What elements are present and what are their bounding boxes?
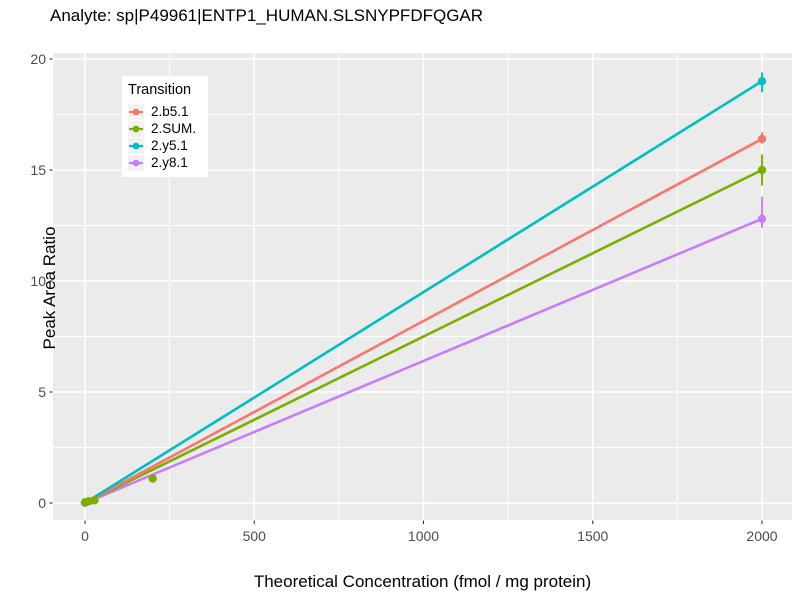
- legend-title: Transition: [128, 82, 192, 98]
- x-tick-label: 2000: [746, 528, 777, 544]
- x-tick-label: 500: [243, 528, 267, 544]
- y-axis-title: Peak Area Ratio: [40, 226, 59, 350]
- legend: Transition 2.b5.1 2.SUM. 2.y5.1 2.y8.1: [122, 76, 208, 177]
- x-tick-label: 1500: [577, 528, 608, 544]
- x-tick-label: 0: [81, 528, 89, 544]
- x-tick-label: 1000: [408, 528, 439, 544]
- legend-item-2.SUM.: 2.SUM.: [128, 120, 208, 137]
- axis-tick-labels: 0 500 1000 1500 2000 0 5 10 15 20: [30, 51, 777, 544]
- legend-item-label: 2.y8.1: [151, 155, 188, 170]
- legend-key-glyph: [128, 103, 144, 120]
- y-tick-label: 10: [30, 273, 46, 289]
- legend-item-2.b5.1: 2.b5.1: [128, 103, 208, 120]
- legend-item-2.y5.1: 2.y5.1: [128, 137, 208, 154]
- major-gridlines: [53, 53, 792, 520]
- series-points-2.SUM.: [80, 165, 767, 507]
- y-tick-label: 15: [30, 162, 46, 178]
- legend-item-label: 2.SUM.: [151, 121, 197, 136]
- series-line-2.SUM.: [83, 168, 764, 505]
- y-tick-label: 0: [38, 495, 46, 511]
- x-axis-title: Theoretical Concentration (fmol / mg pro…: [253, 572, 592, 591]
- y-tick-label: 5: [38, 384, 46, 400]
- legend-item-label: 2.b5.1: [151, 104, 189, 119]
- chart-title: Analyte: sp|P49961|ENTP1_HUMAN.SLSNYPFDF…: [50, 6, 484, 25]
- legend-item-2.y8.1: 2.y8.1: [128, 154, 208, 171]
- legend-key-glyph: [128, 120, 144, 137]
- series-line-2.y8.1: [83, 217, 764, 505]
- series-line-2.y5.1: [83, 79, 764, 505]
- axis-tick-marks: [49, 58, 763, 524]
- y-tick-label: 20: [30, 51, 46, 67]
- legend-item-label: 2.y5.1: [151, 138, 188, 153]
- legend-key-glyph: [128, 137, 144, 154]
- legend-key-glyph: [128, 154, 144, 171]
- series-line-2.b5.1: [83, 137, 764, 505]
